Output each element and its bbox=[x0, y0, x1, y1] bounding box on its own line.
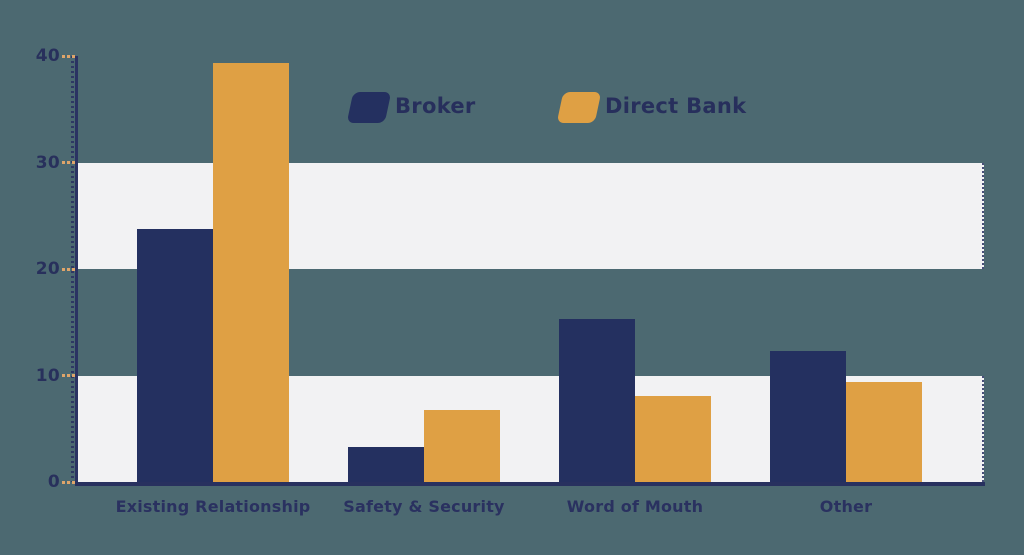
category-label-word-of-mouth: Word of Mouth bbox=[566, 497, 704, 516]
bar-direct-bank-other bbox=[846, 381, 922, 482]
y-axis-label-40: 40 bbox=[35, 46, 60, 66]
y-tick-40 bbox=[62, 54, 75, 58]
bar-direct-bank-word-of-mouth bbox=[635, 395, 711, 482]
y-axis-label-10: 10 bbox=[35, 365, 60, 386]
y-tick-30 bbox=[62, 161, 75, 164]
legend-label-broker: Broker bbox=[395, 94, 476, 118]
bar-broker-safety-security bbox=[348, 446, 424, 482]
category-label-existing-relationship: Existing Relationship bbox=[115, 497, 311, 516]
y-axis-label-30: 30 bbox=[35, 152, 60, 173]
category-label-other: Other bbox=[819, 497, 873, 516]
bar-broker-existing-relationship bbox=[137, 228, 213, 482]
bar-direct-bank-existing-relationship bbox=[213, 63, 289, 482]
bar-direct-bank-safety-security bbox=[424, 409, 500, 482]
y-axis-line bbox=[75, 56, 78, 482]
bar-broker-word-of-mouth bbox=[559, 319, 635, 482]
x-axis-line bbox=[75, 482, 985, 486]
category-label-safety-security: Safety & Security bbox=[343, 497, 505, 516]
y-tick-10 bbox=[62, 374, 75, 377]
legend-label-direct-bank: Direct Bank bbox=[605, 94, 747, 118]
legend-swatch-direct-bank bbox=[556, 92, 602, 123]
y-axis-label-20: 20 bbox=[35, 259, 60, 279]
y-axis-label-0: 0 bbox=[47, 472, 60, 492]
y-tick-0 bbox=[62, 480, 75, 484]
bar-broker-other bbox=[770, 351, 846, 482]
y-tick-20 bbox=[62, 267, 75, 271]
legend-swatch-broker bbox=[346, 92, 392, 123]
